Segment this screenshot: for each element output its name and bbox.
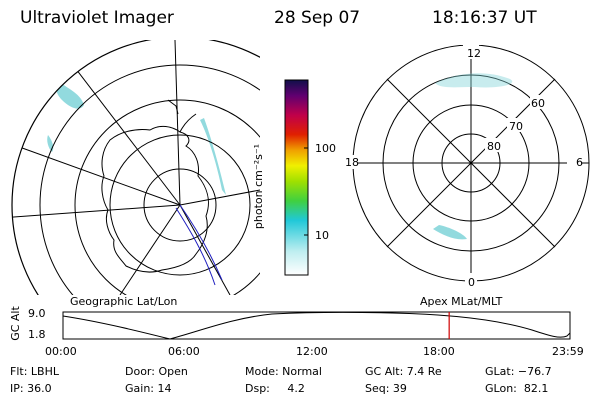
- polar-plot: [337, 45, 590, 287]
- mlt-label-18: 18: [345, 156, 359, 169]
- dsp-info: Dsp: 4.2: [245, 382, 305, 395]
- altitude-tick-high: 9.0: [28, 307, 46, 320]
- time-tick-2359: 23:59: [552, 345, 584, 358]
- mlat-label-60: 60: [531, 97, 545, 110]
- instrument-title: Ultraviolet Imager: [20, 8, 174, 28]
- altitude-tick-low: 1.8: [28, 328, 46, 341]
- colorbar-tick-100: 100: [315, 142, 336, 155]
- lat-circle: [143, 168, 217, 242]
- gc-alt-info: GC Alt: 7.4 Re: [365, 365, 442, 378]
- mlat-label-80: 80: [487, 140, 501, 153]
- colorbar-tick-10: 10: [315, 229, 329, 242]
- altitude-axis-label: GC Alt: [8, 306, 22, 341]
- filter-info: Flt: LBHL: [10, 365, 59, 378]
- time-tick-1800: 18:00: [423, 345, 455, 358]
- door-info: Door: Open: [125, 365, 188, 378]
- time-tick-0000: 00:00: [45, 345, 77, 358]
- colorbar-unit-label: photon cm⁻²s⁻¹: [252, 143, 266, 230]
- ip-info: IP: 36.0: [10, 382, 52, 395]
- mlt-label-12: 12: [467, 47, 481, 60]
- mlt-label-6: 6: [576, 156, 583, 169]
- date-label: 28 Sep 07: [274, 8, 361, 28]
- seq-info: Seq: 39: [365, 382, 407, 395]
- time-tick-1200: 12:00: [296, 345, 328, 358]
- glon-info: GLon: 82.1: [485, 382, 549, 395]
- apex-label: Apex MLat/MLT: [420, 295, 503, 308]
- altitude-plot: [62, 311, 571, 340]
- gain-info: Gain: 14: [125, 382, 172, 395]
- geographic-map: [11, 40, 260, 295]
- time-label: 18:16:37 UT: [432, 8, 537, 28]
- aurora-patch-polar: [433, 73, 513, 240]
- geographic-label: Geographic Lat/Lon: [70, 295, 178, 308]
- mlt-label-0: 0: [468, 276, 475, 289]
- mode-info: Mode: Normal: [245, 365, 322, 378]
- time-tick-0600: 06:00: [168, 345, 200, 358]
- mlat-label-70: 70: [509, 120, 523, 133]
- glat-info: GLat: −76.7: [485, 365, 552, 378]
- colorbar: [284, 79, 309, 276]
